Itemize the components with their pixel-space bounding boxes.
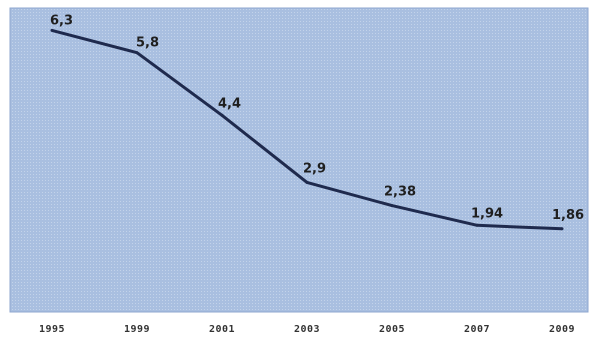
data-point [50,28,54,32]
x-tick-label: 1999 [124,324,150,335]
data-label: 6,3 [50,13,73,28]
data-label: 1,86 [552,208,584,223]
plot-area [9,7,589,313]
data-label: 2,38 [384,185,416,200]
x-tick-label: 2003 [294,324,320,335]
data-label: 2,9 [303,161,326,176]
series-layer [50,28,564,231]
data-label: 4,4 [218,96,241,111]
x-tick-label: 2007 [464,324,490,335]
data-point [220,113,224,117]
data-label: 1,94 [471,206,503,221]
data-point [560,227,564,231]
data-point [390,204,394,208]
x-axis-ticks: 1995 1999 2001 2003 2005 2007 2009 [39,324,575,335]
data-labels: 6,3 5,8 4,4 2,9 2,38 1,94 1,86 [50,13,584,222]
data-point [305,180,309,184]
x-tick-label: 2009 [549,324,575,335]
x-tick-label: 2001 [209,324,235,335]
x-tick-label: 1995 [39,324,65,335]
data-label: 5,8 [136,36,159,51]
data-point [135,51,139,55]
x-tick-label: 2005 [379,324,405,335]
data-point [475,223,479,227]
